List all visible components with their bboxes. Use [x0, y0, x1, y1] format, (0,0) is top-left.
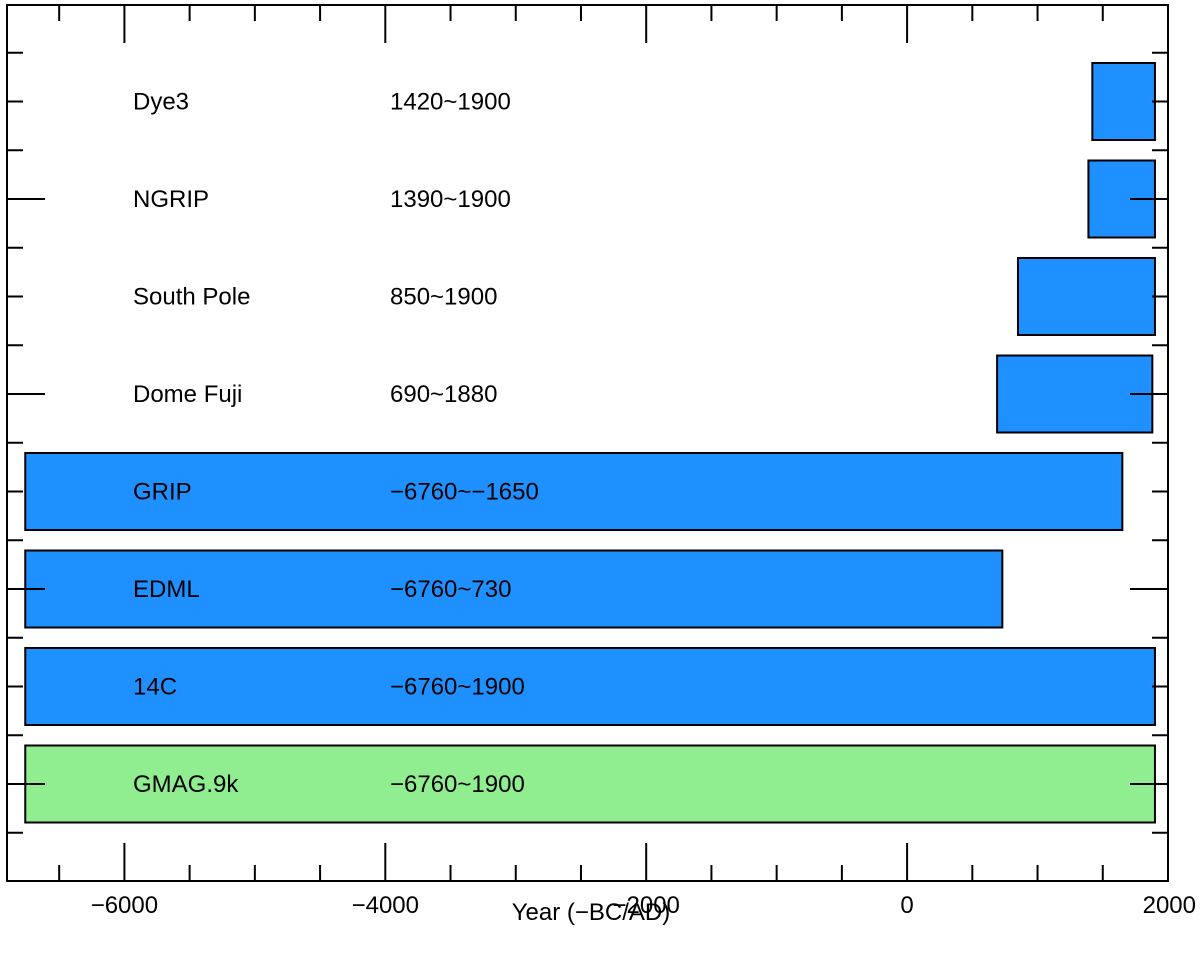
x-tick-label: −2000	[612, 892, 679, 919]
record-range-label: 1390~1900	[390, 186, 511, 213]
record-name-label: 14C	[133, 674, 177, 701]
record-range-label: −6760~−1650	[390, 479, 539, 506]
bar-4	[24, 452, 1124, 531]
x-tick-label: 0	[900, 892, 913, 919]
bar-3	[996, 354, 1154, 434]
record-range-label: 1420~1900	[390, 89, 511, 116]
record-range-label: 690~1880	[390, 381, 497, 408]
x-tick-label: −6000	[91, 892, 158, 919]
bar-5	[24, 549, 1004, 629]
record-range-label: −6760~1900	[390, 771, 525, 798]
tick-labels-group: −6000 −4000 −2000 0 2000	[91, 892, 1196, 919]
record-name-label: NGRIP	[133, 186, 209, 213]
record-name-label: Dome Fuji	[133, 381, 242, 408]
record-name-label: EDML	[133, 576, 200, 603]
record-name-label: South Pole	[133, 284, 250, 311]
bars-group	[24, 62, 1156, 824]
labels-group: Dye3 1420~1900 NGRIP 1390~1900 South Pole 850…	[133, 89, 539, 799]
x-axis-label: Year (−BC/AD)	[512, 899, 671, 926]
record-range-label: 850~1900	[390, 284, 497, 311]
x-tick-label: −4000	[352, 892, 419, 919]
bar-6	[24, 647, 1156, 726]
bar-0	[1091, 62, 1156, 141]
record-name-label: GRIP	[133, 479, 192, 506]
x-tick-label: 2000	[1143, 892, 1196, 919]
record-range-label: −6760~730	[390, 576, 511, 603]
record-name-label: Dye3	[133, 89, 189, 116]
record-range-label: −6760~1900	[390, 674, 525, 701]
record-name-label: GMAG.9k	[133, 771, 239, 798]
ticks-group	[7, 5, 1169, 881]
bar-2	[1016, 257, 1156, 336]
